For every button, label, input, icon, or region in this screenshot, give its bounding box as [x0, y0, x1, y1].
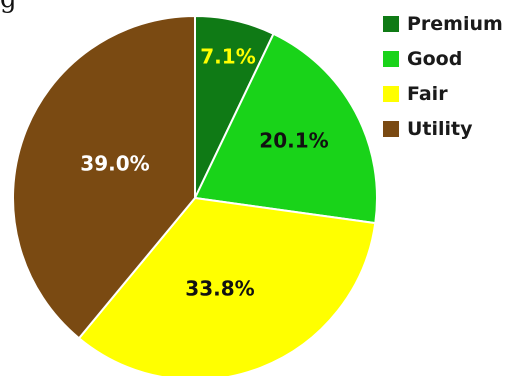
cropped-heading-text: g: [0, 0, 17, 12]
legend-label-premium: Premium: [407, 13, 503, 35]
legend-swatch-utility: [383, 121, 399, 137]
slice-label-premium: 7.1%: [200, 45, 255, 69]
legend-swatch-premium: [383, 16, 399, 32]
pie-slice-fair: [77, 196, 377, 376]
slice-label-good: 20.1%: [259, 129, 328, 153]
pie-slice-good: [193, 32, 378, 225]
legend-swatch-fair: [383, 86, 399, 102]
pie-chart: 7.1% 20.1% 33.8% 39.0%: [12, 14, 378, 376]
slice-label-fair: 33.8%: [185, 277, 254, 301]
legend-item-fair: Fair: [383, 82, 503, 106]
legend: Premium Good Fair Utility: [383, 12, 503, 152]
legend-swatch-good: [383, 51, 399, 67]
legend-item-premium: Premium: [383, 12, 503, 36]
legend-label-good: Good: [407, 48, 463, 70]
legend-item-good: Good: [383, 47, 503, 71]
legend-item-utility: Utility: [383, 117, 503, 141]
slice-label-utility: 39.0%: [80, 152, 149, 176]
legend-label-utility: Utility: [407, 118, 473, 140]
pie-slice-utility: [12, 14, 196, 340]
legend-label-fair: Fair: [407, 83, 448, 105]
